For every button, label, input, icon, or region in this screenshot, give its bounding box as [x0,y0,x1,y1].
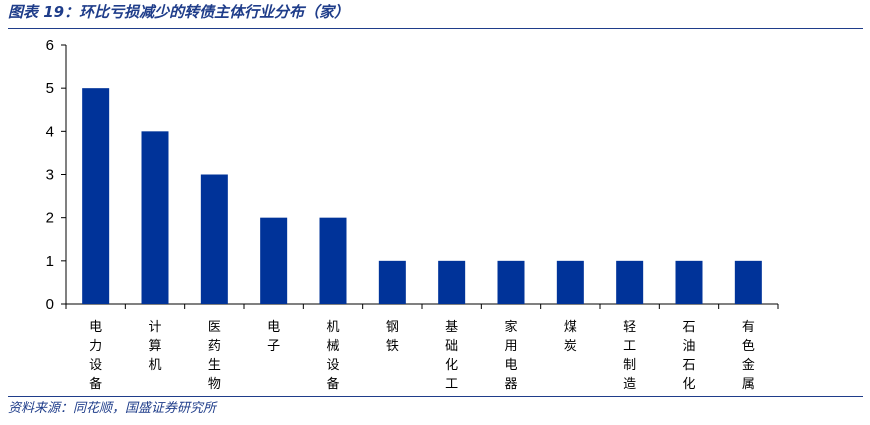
title-rule [8,28,863,29]
bar [141,131,169,304]
x-category-label: 医药生物 [208,320,221,392]
x-category-label: 基础化工 [445,320,458,392]
y-tick-label: 4 [46,123,54,140]
x-category-label: 电子 [267,320,280,354]
y-tick-label: 2 [46,210,54,227]
bar [497,260,525,304]
y-tick-labels: 0 1 2 3 4 5 6 [46,37,54,313]
bar [200,174,228,304]
x-category-label: 家用电器 [504,319,517,392]
x-category-label: 石油石化 [682,320,695,392]
x-category-label: 电力设备 [89,320,102,392]
bar-chart: 0 1 2 3 4 5 6 电力设备 计算机 医药生物 电子 机械设备 钢铁 基础化工 家用电器 煤炭 轻工制… [46,37,779,392]
source-note: 资料来源：同花顺，国盛证券研究所 [8,401,217,416]
x-category-label: 机械设备 [326,320,339,392]
bar [675,260,703,304]
x-category-label: 钢铁 [386,320,399,354]
bar [319,217,347,304]
x-category-label: 轻工制造 [623,320,636,392]
y-tick-label: 3 [46,167,54,184]
x-category-label: 计算机 [148,320,161,373]
bar [734,260,762,304]
bar [378,260,406,304]
bar [82,88,110,305]
bar [260,217,288,304]
y-tick-label: 0 [46,296,54,313]
bar [438,260,466,304]
bar [616,260,644,304]
x-category-label: 有色金属 [742,320,755,392]
y-tick-label: 5 [46,80,54,97]
x-category-labels: 电力设备 计算机 医药生物 电子 机械设备 钢铁 基础化工 家用电器 煤炭 轻工制造 石油石化 有色金… [89,319,755,392]
figure-title: 图表 19：环比亏损减少的转债主体行业分布（家） [8,3,350,21]
bar [556,260,584,304]
x-category-label: 煤炭 [564,320,577,354]
axes [61,44,779,309]
bars [82,88,762,305]
y-tick-label: 6 [46,37,54,54]
source-rule [8,396,863,397]
y-tick-label: 1 [46,253,54,270]
